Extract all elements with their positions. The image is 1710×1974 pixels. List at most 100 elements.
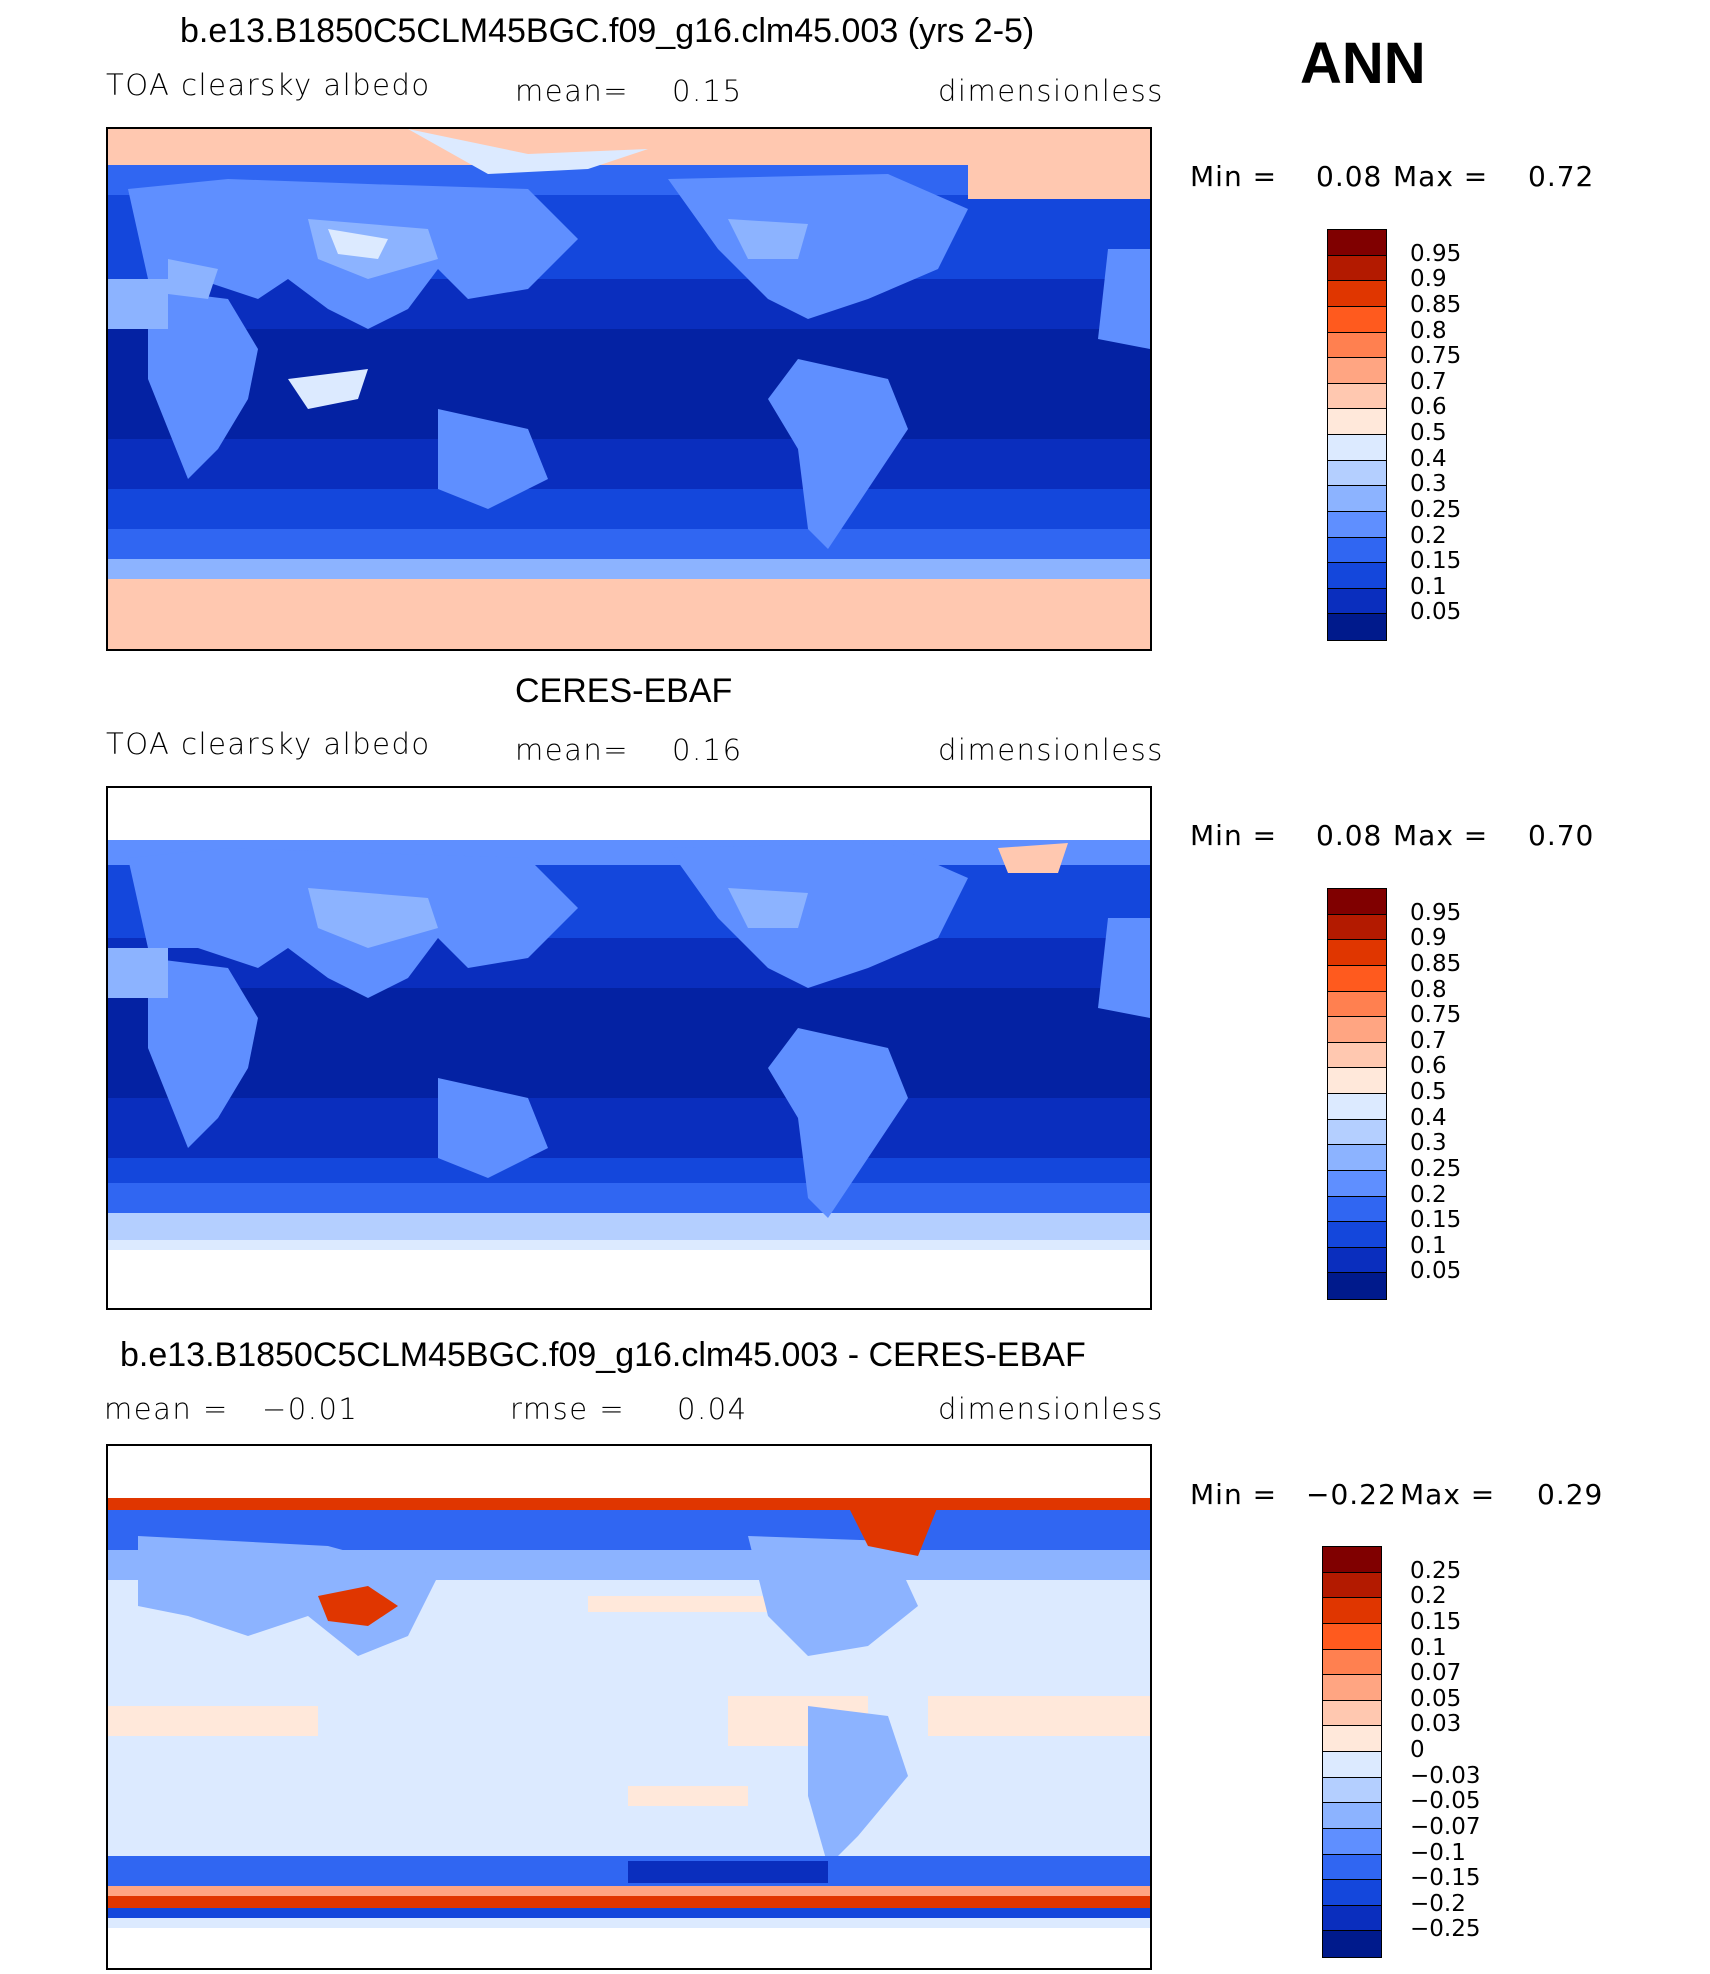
panel1-map-field xyxy=(108,129,1150,649)
panel1-max-label: Max = xyxy=(1393,160,1489,193)
colorbar-tick-label: −0.1 xyxy=(1410,1839,1466,1866)
colorbar-tick-label: 0.15 xyxy=(1410,548,1462,575)
panel3-title: b.e13.B1850C5CLM45BGC.f09_g16.clm45.003 … xyxy=(120,1336,1086,1374)
colorbar-tick-label: 0.5 xyxy=(1410,1079,1447,1105)
panel1-colorbar xyxy=(1327,229,1387,641)
colorbar-segment xyxy=(1323,1700,1381,1727)
colorbar-segment xyxy=(1328,614,1386,640)
colorbar-segment xyxy=(1323,1905,1381,1932)
panel2-mean-value: 0.16 xyxy=(672,733,743,767)
colorbar-tick-label: 0.25 xyxy=(1410,1155,1462,1182)
colorbar-segment xyxy=(1328,358,1386,384)
panel3-mean-label: mean = xyxy=(104,1392,229,1426)
colorbar-tick-label: 0.07 xyxy=(1410,1660,1462,1687)
panel3-rmse-value: 0.04 xyxy=(677,1392,748,1426)
colorbar-tick-label: 0.85 xyxy=(1410,291,1462,318)
colorbar-segment xyxy=(1328,486,1386,512)
colorbar-segment xyxy=(1328,1222,1386,1248)
colorbar-tick-label: 0.9 xyxy=(1410,925,1447,952)
panel1-colorbar-labels: 0.95 0.9 0.85 0.8 0.75 0.7 0.6 0.5 0.4 0.3 0.25 0.2… xyxy=(1400,229,1520,641)
colorbar-tick-label: 0.75 xyxy=(1410,1002,1462,1029)
colorbar-tick-label: 0.8 xyxy=(1410,976,1447,1003)
colorbar-tick-label: 0.15 xyxy=(1410,1608,1462,1635)
panel1-min-value: 0.08 xyxy=(1316,160,1383,193)
colorbar-segment xyxy=(1328,332,1386,359)
panel1-units: dimensionless xyxy=(938,74,1164,108)
panel3-max-label: Max = xyxy=(1400,1478,1496,1511)
colorbar-segment xyxy=(1328,965,1386,992)
panel1-variable-label: TOA clearsky albedo xyxy=(106,68,431,102)
colorbar-segment xyxy=(1328,940,1386,966)
colorbar-tick-label: 0.4 xyxy=(1410,1104,1447,1131)
colorbar-segment xyxy=(1323,1649,1381,1676)
colorbar-segment xyxy=(1328,991,1386,1018)
colorbar-tick-label: 0.25 xyxy=(1410,1557,1462,1584)
colorbar-segment xyxy=(1323,1726,1381,1752)
panel2-map xyxy=(106,786,1152,1310)
colorbar-segment xyxy=(1328,511,1386,538)
colorbar-tick-label: 0.05 xyxy=(1410,1258,1462,1285)
panel3-min-label: Min = xyxy=(1190,1478,1278,1511)
colorbar-tick-label: 0.03 xyxy=(1410,1711,1462,1738)
colorbar-segment xyxy=(1328,306,1386,333)
colorbar-tick-label: 0.4 xyxy=(1410,445,1447,472)
colorbar-tick-label: 0.7 xyxy=(1410,1027,1447,1054)
panel2-mean-label: mean= xyxy=(515,733,630,767)
colorbar-segment xyxy=(1323,1828,1381,1855)
colorbar-segment xyxy=(1328,1094,1386,1120)
panel2-units: dimensionless xyxy=(938,733,1164,767)
panel2-min-label: Min = xyxy=(1190,819,1278,852)
panel2-map-field xyxy=(108,788,1150,1308)
panel3-min-value: −0.22 xyxy=(1306,1478,1397,1511)
panel3-max-value: 0.29 xyxy=(1537,1478,1604,1511)
panel2-max-label: Max = xyxy=(1393,819,1489,852)
panel1-title: b.e13.B1850C5CLM45BGC.f09_g16.clm45.003 … xyxy=(180,12,1035,50)
colorbar-tick-label: −0.03 xyxy=(1410,1762,1481,1789)
colorbar-segment xyxy=(1328,460,1386,487)
colorbar-tick-label: 0.6 xyxy=(1410,1053,1447,1080)
colorbar-tick-label: 0.3 xyxy=(1410,1130,1447,1157)
colorbar-tick-label: 0.5 xyxy=(1410,420,1447,446)
colorbar-tick-label: 0.1 xyxy=(1410,573,1447,600)
colorbar-tick-label: 0.75 xyxy=(1410,343,1462,370)
panel1-mean-value: 0.15 xyxy=(672,74,743,108)
colorbar-tick-label: −0.25 xyxy=(1410,1916,1481,1943)
colorbar-segment xyxy=(1328,1068,1386,1094)
colorbar-segment xyxy=(1323,1931,1381,1957)
colorbar-segment xyxy=(1328,1273,1386,1299)
colorbar-segment xyxy=(1323,1598,1381,1624)
colorbar-segment xyxy=(1328,889,1386,915)
colorbar-segment xyxy=(1323,1752,1381,1778)
panel1-max-value: 0.72 xyxy=(1528,160,1595,193)
colorbar-segment xyxy=(1323,1547,1381,1573)
panel1-min-label: Min = xyxy=(1190,160,1278,193)
colorbar-segment xyxy=(1328,281,1386,307)
colorbar-tick-label: −0.15 xyxy=(1410,1865,1481,1892)
colorbar-tick-label: 0.95 xyxy=(1410,240,1462,267)
panel3-rmse-label: rmse = xyxy=(510,1392,626,1426)
colorbar-segment xyxy=(1328,1247,1386,1274)
colorbar-segment xyxy=(1328,1145,1386,1171)
colorbar-segment xyxy=(1323,1880,1381,1906)
panel3-map xyxy=(106,1444,1152,1970)
panel3-colorbar-labels: 0.25 0.2 0.15 0.1 0.07 0.05 0.03 0 −0.03 −0.05 −0.… xyxy=(1400,1546,1520,1958)
colorbar-segment xyxy=(1323,1777,1381,1804)
colorbar-segment xyxy=(1323,1623,1381,1650)
colorbar-tick-label: 0 xyxy=(1410,1737,1425,1763)
colorbar-segment xyxy=(1323,1854,1381,1881)
colorbar-tick-label: 0.2 xyxy=(1410,1181,1447,1208)
panel2-variable-label: TOA clearsky albedo xyxy=(106,727,431,761)
colorbar-tick-label: 0.7 xyxy=(1410,368,1447,395)
colorbar-tick-label: 0.1 xyxy=(1410,1634,1447,1661)
season-label: ANN xyxy=(1300,31,1426,96)
colorbar-segment xyxy=(1328,1042,1386,1069)
panel3-colorbar xyxy=(1322,1546,1382,1958)
colorbar-tick-label: 0.1 xyxy=(1410,1232,1447,1259)
colorbar-tick-label: 0.05 xyxy=(1410,599,1462,626)
panel2-title: CERES-EBAF xyxy=(515,672,733,710)
colorbar-segment xyxy=(1323,1572,1381,1599)
colorbar-tick-label: −0.07 xyxy=(1410,1813,1481,1840)
colorbar-segment xyxy=(1328,230,1386,256)
colorbar-segment xyxy=(1328,1017,1386,1043)
colorbar-tick-label: −0.2 xyxy=(1410,1890,1466,1917)
